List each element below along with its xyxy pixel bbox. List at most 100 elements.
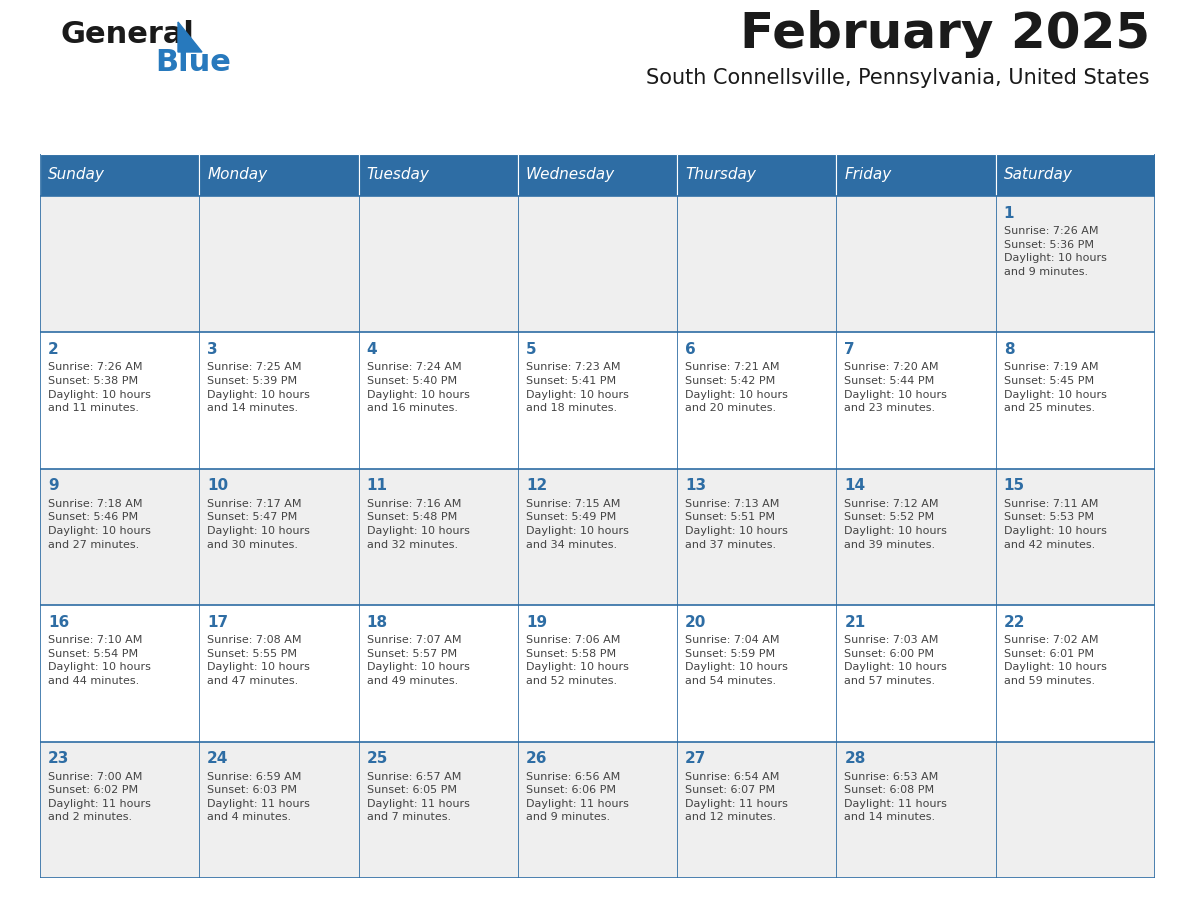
Text: 22: 22 [1004, 615, 1025, 630]
Text: Sunrise: 7:18 AM
Sunset: 5:46 PM
Daylight: 10 hours
and 27 minutes.: Sunrise: 7:18 AM Sunset: 5:46 PM Dayligh… [48, 498, 151, 550]
Text: Sunrise: 7:25 AM
Sunset: 5:39 PM
Daylight: 10 hours
and 14 minutes.: Sunrise: 7:25 AM Sunset: 5:39 PM Dayligh… [207, 363, 310, 413]
Bar [677, 332, 836, 469]
Bar [996, 742, 1155, 878]
Text: 10: 10 [207, 478, 228, 493]
Text: Sunrise: 7:13 AM
Sunset: 5:51 PM
Daylight: 10 hours
and 37 minutes.: Sunrise: 7:13 AM Sunset: 5:51 PM Dayligh… [685, 498, 788, 550]
Bar [200, 605, 359, 742]
Text: Sunday: Sunday [48, 167, 105, 183]
Text: 4: 4 [367, 341, 377, 357]
Text: Friday: Friday [845, 167, 892, 183]
Text: Sunrise: 7:17 AM
Sunset: 5:47 PM
Daylight: 10 hours
and 30 minutes.: Sunrise: 7:17 AM Sunset: 5:47 PM Dayligh… [207, 498, 310, 550]
Text: Sunrise: 7:04 AM
Sunset: 5:59 PM
Daylight: 10 hours
and 54 minutes.: Sunrise: 7:04 AM Sunset: 5:59 PM Dayligh… [685, 635, 788, 686]
Bar [836, 469, 996, 605]
Text: 3: 3 [207, 341, 217, 357]
Text: General: General [61, 20, 194, 49]
Text: 28: 28 [845, 751, 866, 767]
Bar [836, 196, 996, 332]
Text: 17: 17 [207, 615, 228, 630]
Bar [836, 605, 996, 742]
Text: Thursday: Thursday [685, 167, 756, 183]
Text: 25: 25 [367, 751, 388, 767]
Text: Sunrise: 7:10 AM
Sunset: 5:54 PM
Daylight: 10 hours
and 44 minutes.: Sunrise: 7:10 AM Sunset: 5:54 PM Dayligh… [48, 635, 151, 686]
Text: 21: 21 [845, 615, 866, 630]
Text: Sunrise: 7:15 AM
Sunset: 5:49 PM
Daylight: 10 hours
and 34 minutes.: Sunrise: 7:15 AM Sunset: 5:49 PM Dayligh… [526, 498, 628, 550]
Bar [518, 605, 677, 742]
Bar [200, 196, 359, 332]
Text: Sunrise: 6:53 AM
Sunset: 6:08 PM
Daylight: 11 hours
and 14 minutes.: Sunrise: 6:53 AM Sunset: 6:08 PM Dayligh… [845, 772, 947, 823]
Text: Sunrise: 6:54 AM
Sunset: 6:07 PM
Daylight: 11 hours
and 12 minutes.: Sunrise: 6:54 AM Sunset: 6:07 PM Dayligh… [685, 772, 788, 823]
Text: 19: 19 [526, 615, 546, 630]
Bar [40, 196, 200, 332]
Text: Sunrise: 6:56 AM
Sunset: 6:06 PM
Daylight: 11 hours
and 9 minutes.: Sunrise: 6:56 AM Sunset: 6:06 PM Dayligh… [526, 772, 628, 823]
Text: 6: 6 [685, 341, 696, 357]
Text: 26: 26 [526, 751, 548, 767]
Bar [200, 469, 359, 605]
Text: February 2025: February 2025 [740, 10, 1150, 58]
Text: 13: 13 [685, 478, 706, 493]
Text: Wednesday: Wednesday [526, 167, 615, 183]
Text: Tuesday: Tuesday [367, 167, 429, 183]
Bar [677, 742, 836, 878]
Bar [518, 196, 677, 332]
Text: 11: 11 [367, 478, 387, 493]
Bar [359, 742, 518, 878]
Bar [996, 154, 1155, 196]
Text: 2: 2 [48, 341, 58, 357]
Bar [200, 332, 359, 469]
Text: 5: 5 [526, 341, 537, 357]
Bar [677, 196, 836, 332]
Text: Sunrise: 7:26 AM
Sunset: 5:38 PM
Daylight: 10 hours
and 11 minutes.: Sunrise: 7:26 AM Sunset: 5:38 PM Dayligh… [48, 363, 151, 413]
Bar [836, 742, 996, 878]
Bar [836, 332, 996, 469]
Text: 20: 20 [685, 615, 707, 630]
Bar [359, 332, 518, 469]
Bar [836, 154, 996, 196]
Bar [996, 332, 1155, 469]
Text: Sunrise: 7:02 AM
Sunset: 6:01 PM
Daylight: 10 hours
and 59 minutes.: Sunrise: 7:02 AM Sunset: 6:01 PM Dayligh… [1004, 635, 1106, 686]
Text: Sunrise: 7:20 AM
Sunset: 5:44 PM
Daylight: 10 hours
and 23 minutes.: Sunrise: 7:20 AM Sunset: 5:44 PM Dayligh… [845, 363, 947, 413]
Text: 18: 18 [367, 615, 387, 630]
Text: 9: 9 [48, 478, 58, 493]
Bar [677, 154, 836, 196]
Text: 7: 7 [845, 341, 855, 357]
Text: Blue: Blue [154, 48, 230, 77]
Text: 8: 8 [1004, 341, 1015, 357]
Bar [677, 605, 836, 742]
Text: Sunrise: 6:59 AM
Sunset: 6:03 PM
Daylight: 11 hours
and 4 minutes.: Sunrise: 6:59 AM Sunset: 6:03 PM Dayligh… [207, 772, 310, 823]
Bar [677, 469, 836, 605]
Bar [996, 196, 1155, 332]
Bar [518, 742, 677, 878]
Text: Sunrise: 7:16 AM
Sunset: 5:48 PM
Daylight: 10 hours
and 32 minutes.: Sunrise: 7:16 AM Sunset: 5:48 PM Dayligh… [367, 498, 469, 550]
Bar [359, 154, 518, 196]
Bar [40, 605, 200, 742]
Text: 1: 1 [1004, 206, 1015, 220]
Bar [40, 332, 200, 469]
Text: Sunrise: 7:08 AM
Sunset: 5:55 PM
Daylight: 10 hours
and 47 minutes.: Sunrise: 7:08 AM Sunset: 5:55 PM Dayligh… [207, 635, 310, 686]
Text: Sunrise: 6:57 AM
Sunset: 6:05 PM
Daylight: 11 hours
and 7 minutes.: Sunrise: 6:57 AM Sunset: 6:05 PM Dayligh… [367, 772, 469, 823]
Text: Sunrise: 7:21 AM
Sunset: 5:42 PM
Daylight: 10 hours
and 20 minutes.: Sunrise: 7:21 AM Sunset: 5:42 PM Dayligh… [685, 363, 788, 413]
Bar [40, 742, 200, 878]
Text: 23: 23 [48, 751, 69, 767]
Text: 14: 14 [845, 478, 866, 493]
Text: Sunrise: 7:26 AM
Sunset: 5:36 PM
Daylight: 10 hours
and 9 minutes.: Sunrise: 7:26 AM Sunset: 5:36 PM Dayligh… [1004, 226, 1106, 277]
Text: Sunrise: 7:07 AM
Sunset: 5:57 PM
Daylight: 10 hours
and 49 minutes.: Sunrise: 7:07 AM Sunset: 5:57 PM Dayligh… [367, 635, 469, 686]
Text: Sunrise: 7:06 AM
Sunset: 5:58 PM
Daylight: 10 hours
and 52 minutes.: Sunrise: 7:06 AM Sunset: 5:58 PM Dayligh… [526, 635, 628, 686]
Text: Sunrise: 7:00 AM
Sunset: 6:02 PM
Daylight: 11 hours
and 2 minutes.: Sunrise: 7:00 AM Sunset: 6:02 PM Dayligh… [48, 772, 151, 823]
Bar [518, 154, 677, 196]
Bar [996, 469, 1155, 605]
Text: Sunrise: 7:19 AM
Sunset: 5:45 PM
Daylight: 10 hours
and 25 minutes.: Sunrise: 7:19 AM Sunset: 5:45 PM Dayligh… [1004, 363, 1106, 413]
Bar [518, 469, 677, 605]
Bar [40, 154, 200, 196]
Text: Sunrise: 7:03 AM
Sunset: 6:00 PM
Daylight: 10 hours
and 57 minutes.: Sunrise: 7:03 AM Sunset: 6:00 PM Dayligh… [845, 635, 947, 686]
Text: Sunrise: 7:11 AM
Sunset: 5:53 PM
Daylight: 10 hours
and 42 minutes.: Sunrise: 7:11 AM Sunset: 5:53 PM Dayligh… [1004, 498, 1106, 550]
Text: Sunrise: 7:24 AM
Sunset: 5:40 PM
Daylight: 10 hours
and 16 minutes.: Sunrise: 7:24 AM Sunset: 5:40 PM Dayligh… [367, 363, 469, 413]
Text: Sunrise: 7:12 AM
Sunset: 5:52 PM
Daylight: 10 hours
and 39 minutes.: Sunrise: 7:12 AM Sunset: 5:52 PM Dayligh… [845, 498, 947, 550]
Text: Saturday: Saturday [1004, 167, 1073, 183]
Text: 15: 15 [1004, 478, 1025, 493]
Text: Sunrise: 7:23 AM
Sunset: 5:41 PM
Daylight: 10 hours
and 18 minutes.: Sunrise: 7:23 AM Sunset: 5:41 PM Dayligh… [526, 363, 628, 413]
Bar [359, 469, 518, 605]
Text: 24: 24 [207, 751, 228, 767]
Bar [518, 332, 677, 469]
Bar [996, 605, 1155, 742]
Bar [359, 196, 518, 332]
